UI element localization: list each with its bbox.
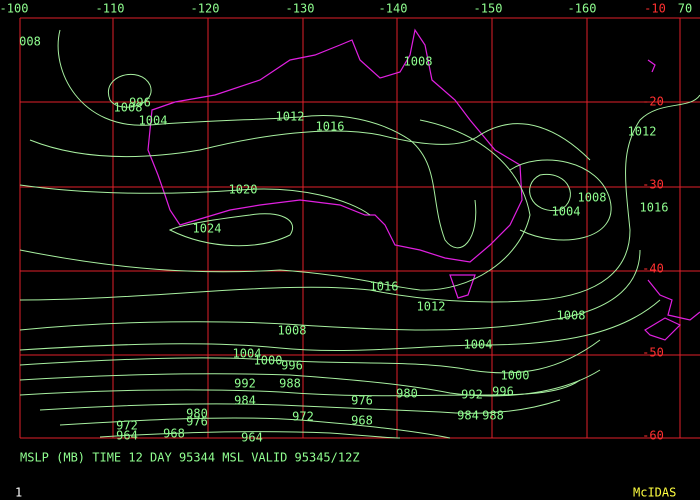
isobar-label: 996 xyxy=(281,359,303,373)
isobar-label: 984 xyxy=(457,409,479,423)
latitude-label: -10 xyxy=(644,2,666,16)
latitude-label: -30 xyxy=(642,178,664,192)
latitude-label: -40 xyxy=(642,262,664,276)
isobar-label: 1012 xyxy=(417,300,446,314)
new-zealand-coast xyxy=(644,279,700,341)
isobar-label: 1024 xyxy=(193,222,222,236)
isobar-label: 1016 xyxy=(640,201,669,215)
longitude-label: 70 xyxy=(678,2,692,16)
isobar-label: 972 xyxy=(116,419,138,433)
isobar-label: 1004 xyxy=(233,347,262,361)
isobar-label: 1020 xyxy=(229,183,258,197)
isobar-label: 1016 xyxy=(370,280,399,294)
isobar xyxy=(19,94,700,303)
isobar-label: 976 xyxy=(351,394,373,408)
isobar-label: 1008 xyxy=(557,309,586,323)
tasmania-coast xyxy=(449,274,476,299)
longitude-label: -110 xyxy=(96,2,125,16)
isobar xyxy=(19,379,581,397)
isobar-label: 980 xyxy=(186,407,208,421)
isobar-label: 1004 xyxy=(552,205,581,219)
isobar-label: 980 xyxy=(396,387,418,401)
isobar xyxy=(39,399,561,414)
isobar xyxy=(19,339,601,374)
isobar xyxy=(57,29,477,249)
isobars xyxy=(19,29,700,439)
longitude-label: -100 xyxy=(0,2,28,16)
isobar-label: 1008 xyxy=(578,191,607,205)
isobar xyxy=(99,431,401,439)
isobar-label: 1008 xyxy=(114,101,143,115)
isobar-label: 964 xyxy=(241,431,263,445)
island-coast xyxy=(647,59,656,73)
frame-number: 1 xyxy=(15,486,22,500)
isobar-label: 1012 xyxy=(276,110,305,124)
isobar xyxy=(19,249,641,331)
isobar-label: 988 xyxy=(482,409,504,423)
isobar xyxy=(168,213,293,247)
isobar-label: 1008 xyxy=(404,55,433,69)
isobar-label: 1004 xyxy=(464,338,493,352)
latitude-label: -50 xyxy=(642,346,664,360)
isobar xyxy=(19,299,661,351)
longitude-label: -120 xyxy=(191,2,220,16)
longitude-label: -160 xyxy=(568,2,597,16)
isobar-label: 1008 xyxy=(278,324,307,338)
isobar xyxy=(19,119,531,291)
isobar-label: 964 xyxy=(116,429,138,443)
isobar-label: 996 xyxy=(492,385,514,399)
longitude-label: -140 xyxy=(379,2,408,16)
latitude-label: -60 xyxy=(642,429,664,443)
isobar-label: 984 xyxy=(234,394,256,408)
isobar-label: 972 xyxy=(292,410,314,424)
brand: McIDAS xyxy=(633,486,676,500)
grid xyxy=(19,17,700,439)
isobar-label: 008 xyxy=(19,35,41,49)
isobar-label: 988 xyxy=(279,377,301,391)
isobar-label: 968 xyxy=(351,414,373,428)
longitude-label: -150 xyxy=(474,2,503,16)
isobar-label: 1000 xyxy=(254,354,283,368)
latitude-label: -20 xyxy=(642,95,664,109)
isobar-label: 968 xyxy=(163,427,185,441)
longitude-label: -130 xyxy=(286,2,315,16)
isobar-label: 992 xyxy=(461,388,483,402)
isobar xyxy=(529,173,571,212)
isobar-label: 996 xyxy=(129,96,151,110)
isobar-label: 1000 xyxy=(501,369,530,383)
isobar-label: 1016 xyxy=(316,120,345,134)
isobar-label: 992 xyxy=(234,377,256,391)
isobar xyxy=(19,184,371,216)
isobar xyxy=(59,417,451,439)
isobar xyxy=(107,73,152,108)
isobar xyxy=(29,123,591,161)
isobar-label: 976 xyxy=(186,415,208,429)
isobar xyxy=(509,159,612,241)
caption: MSLP (MB) TIME 12 DAY 95344 MSL VALID 95… xyxy=(20,451,360,465)
isobar-label: 1012 xyxy=(628,125,657,139)
isobar-label: 1004 xyxy=(139,114,168,128)
